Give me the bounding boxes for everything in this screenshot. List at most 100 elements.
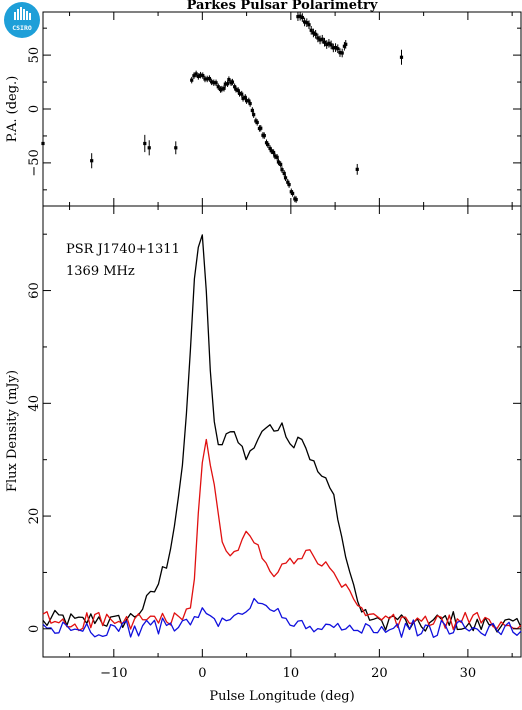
pa-track-point <box>318 38 322 42</box>
pa-track-point <box>227 77 231 82</box>
csiro-logo: CSIRO <box>4 2 40 38</box>
pa-track-point <box>212 81 216 85</box>
pa-track-point <box>338 51 342 55</box>
pa-track-point <box>266 143 270 147</box>
pa-track-point <box>201 74 205 78</box>
pa-track-point <box>268 146 272 151</box>
flux-y-tick-label: 60 <box>27 282 42 299</box>
pa-track-point <box>207 76 212 81</box>
pa-track-point <box>252 113 256 117</box>
pa-track-point <box>294 197 298 202</box>
pa-track-point <box>250 108 254 113</box>
pa-track-point <box>344 42 348 46</box>
csiro-logo-text: CSIRO <box>12 24 32 32</box>
pa-track-point <box>241 96 245 100</box>
pa-track-point <box>214 81 218 85</box>
pa-track-point <box>205 77 209 81</box>
x-tick-label: 20 <box>371 666 388 681</box>
pa-track-point <box>289 190 293 194</box>
flux-panel-frame <box>42 205 522 658</box>
pa-point <box>147 146 151 150</box>
x-tick-label: −10 <box>100 666 127 681</box>
pa-track-point <box>259 126 263 130</box>
x-axis-label: Pulse Longitude (deg) <box>209 689 354 704</box>
pa-track-point <box>305 21 309 25</box>
pa-y-tick-label: 50 <box>27 47 42 64</box>
pa-point <box>41 141 45 146</box>
pa-track-point <box>307 23 311 27</box>
pa-track-point <box>225 82 230 86</box>
pa-track-point <box>240 92 244 96</box>
pa-point <box>174 146 178 150</box>
pa-track-point <box>220 87 224 91</box>
flux-axis-label: Flux Density (mJy) <box>5 370 20 492</box>
pa-track-point <box>314 32 318 36</box>
pa-track-point <box>271 150 276 155</box>
linear-polarization-line <box>42 438 522 632</box>
pa-track-point <box>190 78 194 82</box>
pa-track-point <box>236 88 240 93</box>
pa-track-point <box>280 168 284 172</box>
pa-track-point <box>296 15 300 19</box>
pa-track-point <box>222 86 226 90</box>
pa-track-point <box>300 15 304 20</box>
circular-polarization-line <box>42 597 522 638</box>
x-tick-label: 0 <box>198 666 206 681</box>
pa-point <box>399 55 404 59</box>
pa-point <box>143 141 147 146</box>
pa-track-point <box>243 95 247 99</box>
pa-track-point <box>244 99 249 103</box>
pa-track-point <box>327 41 331 45</box>
pa-panel-frame <box>42 11 522 207</box>
pulsar-name-annotation: PSR J1740+1311 <box>66 242 180 257</box>
pa-marks <box>41 11 404 203</box>
pa-track-point <box>331 46 335 50</box>
pa-track-point <box>286 180 290 184</box>
pa-track-point <box>210 80 214 84</box>
pa-y-tick-label: −50 <box>27 149 42 176</box>
pa-track-point <box>237 91 242 95</box>
csiro-logo-bars <box>14 7 31 20</box>
pa-track-point <box>291 191 295 196</box>
total-intensity-line <box>42 234 522 633</box>
pa-track-point <box>192 74 196 78</box>
flux-y-tick-label: 20 <box>27 508 42 525</box>
pa-track-point <box>262 134 266 138</box>
pa-track-point <box>302 20 307 24</box>
pa-track-point <box>333 45 338 50</box>
pa-track-point <box>273 154 277 158</box>
pa-track-point <box>287 182 291 187</box>
flux-y-tick-label: 0 <box>27 625 42 633</box>
pa-track-point <box>248 101 252 106</box>
pa-track-point <box>203 77 207 81</box>
pa-track-point <box>230 80 235 84</box>
pa-track-point <box>196 74 200 79</box>
pa-track-point <box>276 160 281 164</box>
pa-track-point <box>279 162 283 167</box>
pa-track-point <box>322 40 327 44</box>
frequency-annotation: 1369 MHz <box>66 264 135 279</box>
pa-track-point <box>298 14 302 18</box>
pa-track-point <box>282 171 286 175</box>
pa-track-point <box>198 73 203 77</box>
pa-track-point <box>311 31 316 35</box>
x-tick-label: 30 <box>460 666 477 681</box>
pa-axis-label: P.A. (deg.) <box>5 76 20 143</box>
pa-track-point <box>316 36 320 40</box>
pa-track-point <box>342 44 347 48</box>
pa-track-point <box>325 42 329 47</box>
flux-y-tick-label: 40 <box>27 395 42 412</box>
pa-track-point <box>234 87 238 91</box>
pa-track-point <box>336 47 340 51</box>
pa-track-point <box>216 85 220 89</box>
pa-point <box>355 167 359 171</box>
chart-title: Parkes Pulsar Polarimetry <box>187 0 378 13</box>
x-tick-label: 10 <box>283 666 300 681</box>
pa-track-point <box>247 99 251 103</box>
tick-marks: −10 0 10 20 30 −50 0 50 0 20 40 60 <box>27 12 521 681</box>
pa-track-point <box>340 51 344 55</box>
pa-track-point <box>283 176 288 180</box>
pa-point <box>90 159 94 163</box>
pa-track-point <box>194 72 198 76</box>
